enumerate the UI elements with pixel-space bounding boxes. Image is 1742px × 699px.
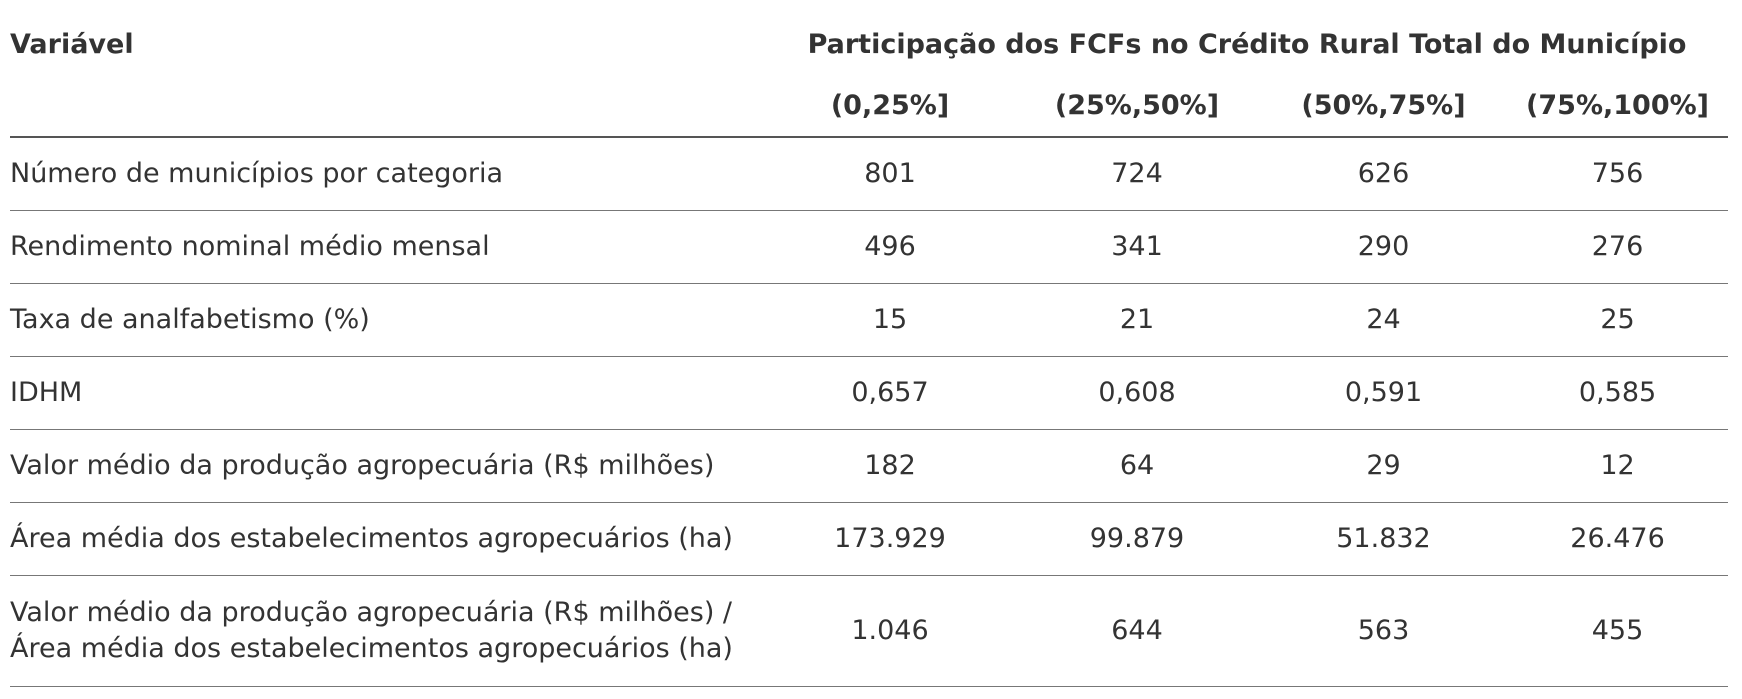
table-cell: 756 bbox=[1507, 137, 1729, 211]
row-label: Valor médio da produção agropecuária (R$… bbox=[10, 575, 766, 687]
table-cell: 626 bbox=[1260, 137, 1507, 211]
table-row: Número de municípios por categoria 801 7… bbox=[10, 137, 1729, 211]
table-cell: 173.929 bbox=[766, 502, 1014, 576]
column-header: (50%,75%] bbox=[1260, 76, 1507, 138]
column-header: (0,25%] bbox=[766, 76, 1014, 138]
row-label: Rendimento nominal médio mensal bbox=[10, 210, 766, 284]
table-cell: 64 bbox=[1014, 429, 1260, 503]
table-cell: 1.046 bbox=[766, 575, 1014, 687]
table-cell: 25 bbox=[1507, 283, 1729, 357]
group-header: Participação dos FCFs no Crédito Rural T… bbox=[807, 29, 1687, 60]
table-cell: 15 bbox=[766, 283, 1014, 357]
row-label-line: Valor médio da produção agropecuária (R$… bbox=[10, 597, 733, 628]
table-cell: 0,585 bbox=[1507, 356, 1729, 430]
row-label: Área média dos estabelecimentos agropecu… bbox=[10, 502, 766, 576]
table-cell: 644 bbox=[1014, 575, 1260, 687]
header-row: Variável Participação dos FCFs no Crédit… bbox=[10, 14, 1728, 76]
table-cell: 341 bbox=[1014, 210, 1260, 284]
blank-header-cell bbox=[10, 76, 766, 138]
table-cell: 455 bbox=[1507, 575, 1729, 687]
table-cell: 21 bbox=[1014, 283, 1260, 357]
table-cell: 0,657 bbox=[766, 356, 1014, 430]
table-row: Rendimento nominal médio mensal 496 341 … bbox=[10, 210, 1729, 284]
table-cell: 276 bbox=[1507, 210, 1729, 284]
table-cell: 724 bbox=[1014, 137, 1260, 211]
variable-header: Variável bbox=[10, 29, 134, 60]
row-label: Número de municípios por categoria bbox=[10, 137, 766, 211]
table-row: IDHM 0,657 0,608 0,591 0,585 bbox=[10, 356, 1729, 430]
table-cell: 563 bbox=[1260, 575, 1507, 687]
row-label-line: Área média dos estabelecimentos agropecu… bbox=[10, 633, 733, 664]
table-cell: 26.476 bbox=[1507, 502, 1729, 576]
column-header: (25%,50%] bbox=[1014, 76, 1260, 138]
column-header-row: (0,25%] (25%,50%] (50%,75%] (75%,100%] bbox=[10, 76, 1729, 138]
table-cell: 51.832 bbox=[1260, 502, 1507, 576]
row-label: IDHM bbox=[10, 356, 766, 430]
table-cell: 182 bbox=[766, 429, 1014, 503]
table-row: Taxa de analfabetismo (%) 15 21 24 25 bbox=[10, 283, 1729, 357]
table-cell: 496 bbox=[766, 210, 1014, 284]
data-table: Variável Participação dos FCFs no Crédit… bbox=[10, 14, 1729, 687]
table-cell: 0,608 bbox=[1014, 356, 1260, 430]
table-row: Área média dos estabelecimentos agropecu… bbox=[10, 502, 1729, 576]
row-label: Taxa de analfabetismo (%) bbox=[10, 283, 766, 357]
table-cell: 99.879 bbox=[1014, 502, 1260, 576]
table-cell: 24 bbox=[1260, 283, 1507, 357]
table-cell: 12 bbox=[1507, 429, 1729, 503]
table-row: Valor médio da produção agropecuária (R$… bbox=[10, 429, 1729, 503]
column-header: (75%,100%] bbox=[1507, 76, 1729, 138]
row-label: Valor médio da produção agropecuária (R$… bbox=[10, 429, 766, 503]
table-cell: 290 bbox=[1260, 210, 1507, 284]
table-cell: 0,591 bbox=[1260, 356, 1507, 430]
table-cell: 29 bbox=[1260, 429, 1507, 503]
table-cell: 801 bbox=[766, 137, 1014, 211]
table-row: Valor médio da produção agropecuária (R$… bbox=[10, 575, 1729, 687]
